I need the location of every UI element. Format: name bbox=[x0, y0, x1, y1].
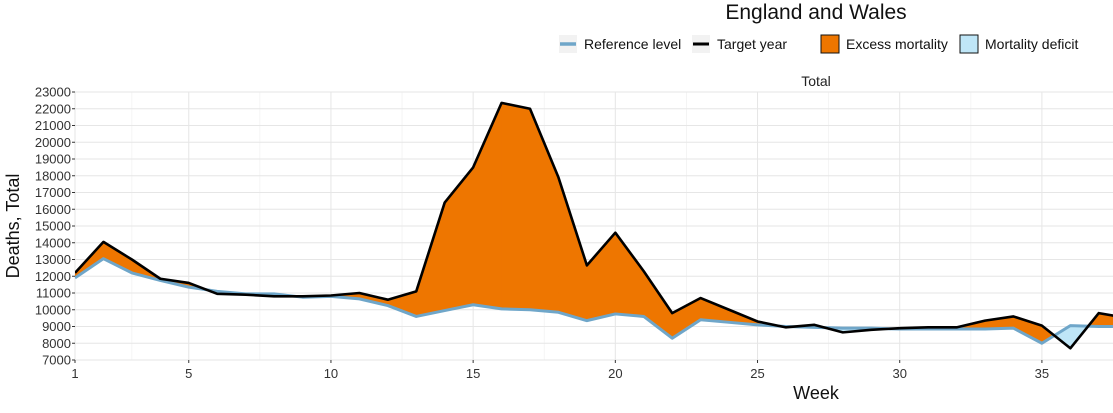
y-tick-label: 18000 bbox=[35, 168, 71, 183]
x-tick-label: 35 bbox=[1035, 366, 1049, 381]
y-axis-title: Deaths, Total bbox=[3, 174, 23, 279]
legend-label: Target year bbox=[717, 36, 787, 52]
y-tick-label: 9000 bbox=[42, 319, 71, 334]
x-tick-label: 25 bbox=[750, 366, 764, 381]
y-tick-label: 16000 bbox=[35, 202, 71, 217]
y-tick-label: 8000 bbox=[42, 336, 71, 351]
y-tick-label: 17000 bbox=[35, 185, 71, 200]
excess-area bbox=[700, 297, 730, 323]
x-tick-label: 5 bbox=[185, 366, 192, 381]
y-tick-label: 19000 bbox=[35, 152, 71, 167]
excess-area bbox=[501, 102, 531, 311]
target-year-line bbox=[75, 101, 1113, 350]
legend-label: Excess mortality bbox=[846, 36, 948, 52]
excess-area bbox=[444, 166, 474, 311]
legend-item-excess: Excess mortality bbox=[820, 34, 948, 54]
excess-area bbox=[615, 231, 645, 317]
legend: Reference level Target year Excess mortali… bbox=[559, 34, 1078, 54]
y-tick-label: 7000 bbox=[42, 353, 71, 368]
x-tick-label: 20 bbox=[608, 366, 622, 381]
legend-key-swatch bbox=[959, 34, 979, 54]
y-tick-label: 11000 bbox=[36, 286, 71, 301]
y-tick-label: 20000 bbox=[35, 135, 71, 150]
y-tick-label: 12000 bbox=[35, 269, 71, 284]
chart-title: England and Wales bbox=[725, 1, 906, 24]
excess-area bbox=[1098, 312, 1113, 327]
grid bbox=[74, 91, 1113, 361]
y-tick-label: 10000 bbox=[35, 302, 71, 317]
excess-area bbox=[586, 231, 616, 322]
x-tick-label: 30 bbox=[892, 366, 906, 381]
y-tick-label: 13000 bbox=[35, 252, 71, 267]
y-tick-label: 23000 bbox=[35, 85, 71, 100]
x-tick-label: 10 bbox=[324, 366, 338, 381]
legend-key-swatch bbox=[820, 34, 840, 54]
y-tick-label: 22000 bbox=[35, 101, 71, 116]
y-tick-label: 21000 bbox=[35, 118, 71, 133]
x-tick-label: 15 bbox=[466, 366, 480, 381]
legend-item-reference: Reference level bbox=[559, 35, 681, 53]
x-axis: 1 5 10 15 20 25 30 35 bbox=[71, 360, 1049, 381]
series-lines bbox=[75, 101, 1113, 350]
legend-label: Mortality deficit bbox=[985, 36, 1078, 52]
facet-label: Total bbox=[801, 73, 831, 89]
legend-item-deficit: Mortality deficit bbox=[959, 34, 1078, 54]
legend-label: Reference level bbox=[584, 36, 681, 52]
y-tick-label: 15000 bbox=[35, 219, 71, 234]
x-tick-label: 1 bbox=[71, 366, 78, 381]
y-tick-label: 14000 bbox=[35, 235, 71, 250]
x-axis-title: Week bbox=[793, 383, 840, 403]
legend-item-target: Target year bbox=[692, 35, 787, 53]
